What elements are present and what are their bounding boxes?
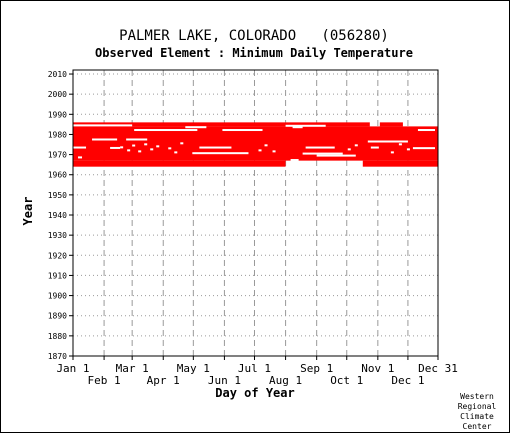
chart-subtitle: Observed Element : Minimum Daily Tempera… — [95, 46, 413, 60]
missing-segment — [120, 146, 124, 149]
missing-segment — [305, 146, 335, 149]
missing-segment — [134, 129, 198, 132]
credit-line-4: Center — [463, 422, 492, 431]
x-axis-label: Day of Year — [215, 386, 294, 400]
missing-segment — [71, 146, 87, 149]
missing-segment — [127, 149, 131, 152]
wrcc-credit: Western Regional Climate Center — [458, 392, 497, 431]
missing-segment — [180, 142, 184, 145]
missing-segment — [138, 150, 142, 153]
missing-segment — [285, 124, 326, 127]
x-tick-label: Apr 1 — [147, 374, 180, 387]
credit-line-1: Western — [460, 392, 494, 401]
x-tick-label: Aug 1 — [269, 374, 302, 387]
missing-segment — [168, 147, 172, 150]
x-tick-label: May 1 — [177, 362, 210, 375]
y-tick-label: 1910 — [48, 271, 67, 280]
plot-border — [72, 69, 439, 357]
y-tick-label: 2010 — [48, 70, 67, 79]
x-tick-label: Sep 1 — [300, 362, 333, 375]
x-tick-label: Jun 1 — [208, 374, 241, 387]
x-tick-label: Dec 1 — [391, 374, 424, 387]
missing-segment — [92, 138, 118, 141]
missing-segment — [316, 154, 356, 157]
missing-segment — [406, 148, 410, 151]
missing-segment — [73, 124, 133, 127]
x-tick-label: Jan 1 — [56, 362, 89, 375]
missing-segment — [199, 146, 232, 149]
y-tick-label: 1880 — [48, 332, 67, 341]
missing-segment — [367, 140, 408, 143]
y-tick-label: 1930 — [48, 231, 67, 240]
record-segment — [73, 122, 370, 127]
missing-segment — [174, 151, 178, 154]
missing-segment — [272, 150, 276, 153]
missing-segment — [150, 148, 154, 151]
missing-segment — [390, 151, 394, 154]
missing-segment — [144, 143, 148, 146]
missing-segment — [398, 143, 402, 146]
y-tick-label: 1890 — [48, 312, 67, 321]
y-axis-label: Year — [21, 197, 35, 226]
missing-segment — [126, 138, 148, 141]
credit-line-3: Climate — [460, 412, 494, 421]
missing-segment — [156, 145, 160, 148]
y-tick-label: 1970 — [48, 151, 67, 160]
missing-segment — [78, 156, 83, 159]
y-tick-label: 1870 — [48, 352, 67, 361]
missing-segment — [132, 144, 136, 147]
y-tick-label: 1960 — [48, 171, 67, 180]
missing-segment — [417, 129, 435, 132]
missing-segment — [370, 146, 379, 149]
record-segment — [73, 160, 286, 167]
x-tick-label: Jul 1 — [238, 362, 271, 375]
y-tick-label: 1980 — [48, 130, 67, 139]
y-tick-label: 1920 — [48, 251, 67, 260]
record-segment — [379, 122, 403, 127]
missing-segment — [302, 152, 343, 155]
missing-segment — [412, 147, 435, 150]
chart-title: PALMER LAKE, COLORADO (056280) — [119, 28, 389, 44]
missing-segment — [264, 144, 268, 147]
x-tick-label: Mar 1 — [116, 362, 149, 375]
missing-segment — [290, 159, 299, 162]
missing-segment — [185, 126, 207, 129]
x-tick-label: Feb 1 — [88, 374, 121, 387]
missing-segment — [258, 149, 262, 152]
y-tick-label: 1950 — [48, 191, 67, 200]
missing-segment — [192, 152, 249, 155]
x-tick-label: Nov 1 — [361, 362, 394, 375]
record-segment — [73, 126, 438, 161]
y-tick-label: 2000 — [48, 90, 67, 99]
missing-segment — [292, 126, 303, 129]
credit-line-2: Regional — [458, 402, 497, 411]
plot-area: 1870 1880 1890 1900 1910 1920 1930 1940 1950 1960… — [48, 69, 458, 387]
x-tick-label: Dec 31 — [418, 362, 458, 375]
missing-segment — [354, 144, 358, 147]
missing-segment — [110, 146, 121, 149]
missing-segment — [347, 148, 351, 151]
missing-segment — [222, 129, 263, 132]
record-segment — [362, 160, 438, 167]
x-tick-label: Oct 1 — [330, 374, 363, 387]
y-tick-label: 1940 — [48, 211, 67, 220]
y-tick-label: 1990 — [48, 110, 67, 119]
y-tick-label: 1900 — [48, 292, 67, 301]
